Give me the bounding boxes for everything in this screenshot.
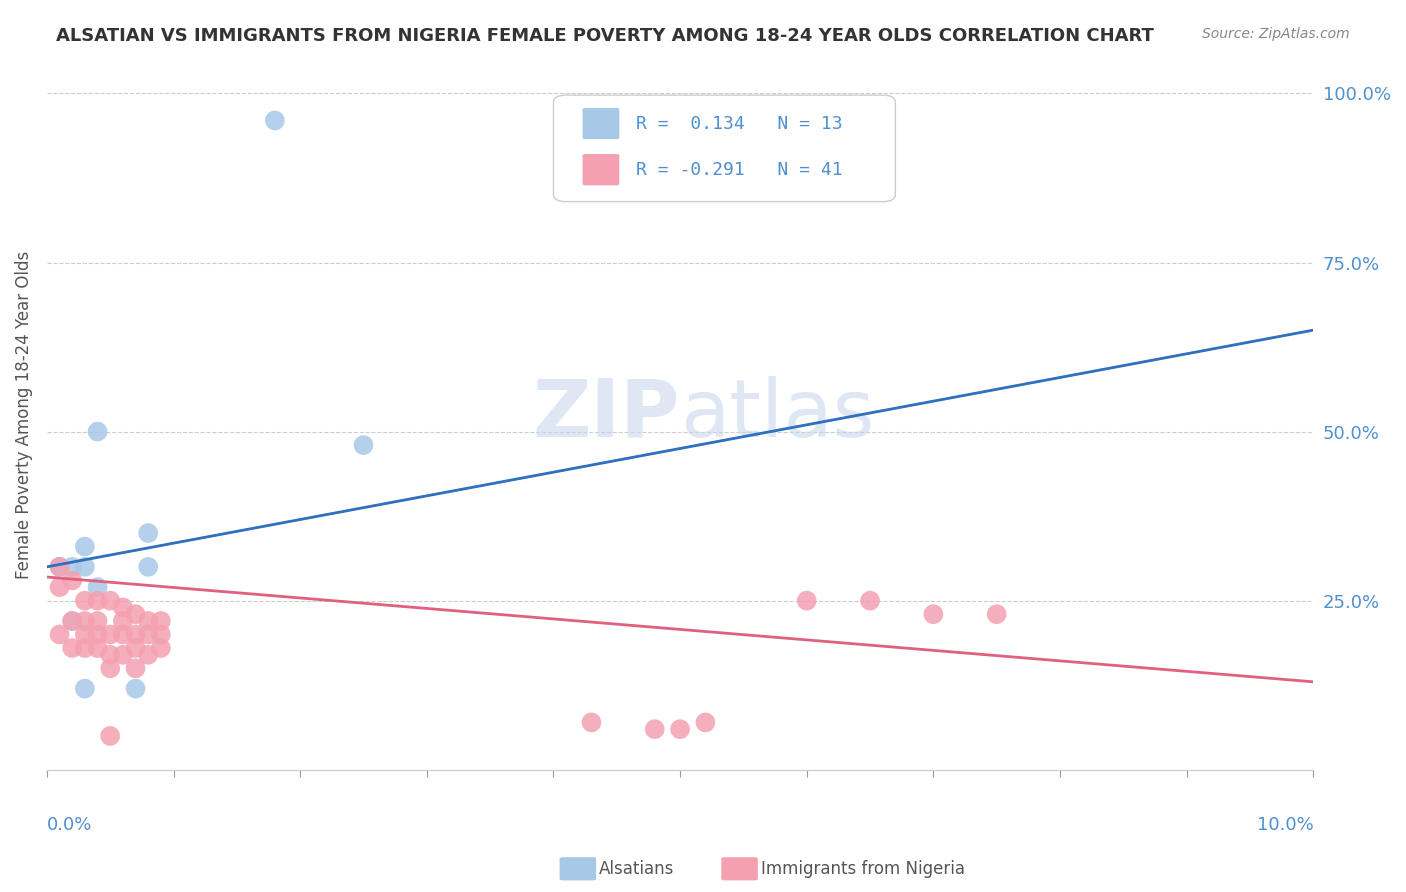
Point	[60, 640, 83, 655]
Point	[859, 593, 882, 607]
Point	[922, 607, 945, 622]
Point	[98, 648, 121, 662]
Point	[136, 526, 159, 541]
Point	[48, 559, 70, 574]
Point	[111, 614, 134, 628]
Point	[60, 574, 83, 588]
Point	[60, 614, 83, 628]
Point	[86, 640, 108, 655]
Point	[98, 729, 121, 743]
Point	[136, 559, 159, 574]
Point	[124, 640, 146, 655]
Point	[73, 614, 96, 628]
Point	[73, 559, 96, 574]
Point	[136, 627, 159, 641]
Point	[48, 580, 70, 594]
Point	[73, 627, 96, 641]
Text: atlas: atlas	[681, 376, 875, 454]
Point	[353, 438, 375, 452]
Point	[111, 627, 134, 641]
Point	[136, 648, 159, 662]
Point	[149, 640, 172, 655]
Text: Source: ZipAtlas.com: Source: ZipAtlas.com	[1202, 27, 1350, 41]
Text: Alsatians: Alsatians	[599, 860, 675, 878]
Text: R = -0.291   N = 41: R = -0.291 N = 41	[636, 161, 842, 178]
Point	[98, 661, 121, 675]
Point	[136, 614, 159, 628]
Point	[86, 580, 108, 594]
Point	[986, 607, 1008, 622]
Point	[581, 715, 603, 730]
FancyBboxPatch shape	[582, 108, 619, 139]
Point	[73, 640, 96, 655]
Point	[60, 559, 83, 574]
Point	[124, 661, 146, 675]
Point	[73, 593, 96, 607]
Point	[149, 614, 172, 628]
Point	[149, 627, 172, 641]
Point	[669, 722, 692, 736]
Point	[124, 681, 146, 696]
Point	[73, 681, 96, 696]
FancyBboxPatch shape	[582, 154, 619, 186]
Point	[124, 607, 146, 622]
Y-axis label: Female Poverty Among 18-24 Year Olds: Female Poverty Among 18-24 Year Olds	[15, 251, 32, 579]
Text: ZIP: ZIP	[533, 376, 681, 454]
Point	[98, 627, 121, 641]
Point	[86, 627, 108, 641]
Point	[695, 715, 717, 730]
Point	[73, 540, 96, 554]
Point	[48, 627, 70, 641]
Text: 0.0%: 0.0%	[46, 816, 93, 834]
Point	[796, 593, 818, 607]
Point	[644, 722, 666, 736]
Text: Immigrants from Nigeria: Immigrants from Nigeria	[761, 860, 965, 878]
Text: R =  0.134   N = 13: R = 0.134 N = 13	[636, 114, 842, 133]
FancyBboxPatch shape	[554, 95, 896, 202]
Point	[98, 593, 121, 607]
Text: ALSATIAN VS IMMIGRANTS FROM NIGERIA FEMALE POVERTY AMONG 18-24 YEAR OLDS CORRELA: ALSATIAN VS IMMIGRANTS FROM NIGERIA FEMA…	[56, 27, 1154, 45]
Point	[86, 425, 108, 439]
Point	[86, 593, 108, 607]
Point	[263, 113, 285, 128]
Point	[60, 614, 83, 628]
Point	[86, 614, 108, 628]
Point	[111, 600, 134, 615]
Point	[124, 627, 146, 641]
Point	[111, 648, 134, 662]
Text: 10.0%: 10.0%	[1257, 816, 1313, 834]
Point	[48, 559, 70, 574]
